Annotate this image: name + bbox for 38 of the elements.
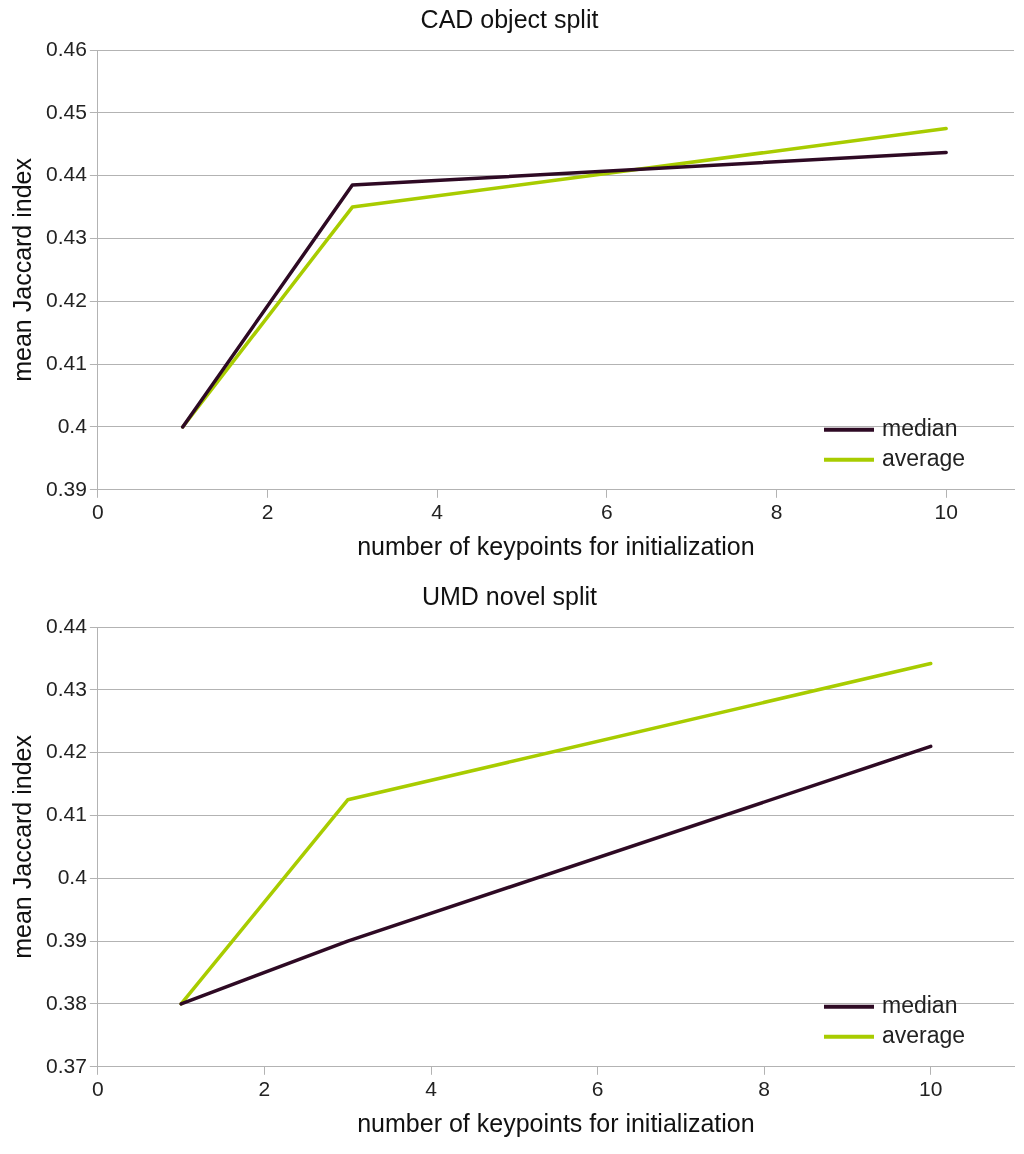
y-tick-label: 0.46 <box>46 36 87 60</box>
y-tick-label: 0.4 <box>57 865 88 889</box>
y-tick-label: 0.42 <box>46 288 87 312</box>
x-axis-title: number of keypoints for initialization <box>357 531 755 560</box>
x-tick-label: 8 <box>758 1077 770 1101</box>
chart-title: UMD novel split <box>421 581 598 610</box>
y-tick-label: 0.45 <box>46 99 87 123</box>
x-tick-label: 6 <box>600 500 613 524</box>
y-tick-label: 0.37 <box>46 1053 87 1077</box>
x-tick-label: 0 <box>92 1077 104 1101</box>
y-tick-label: 0.42 <box>46 739 87 763</box>
y-tick-label: 0.41 <box>46 350 87 374</box>
x-tick-label: 8 <box>770 500 783 524</box>
x-tick-label: 10 <box>919 1077 943 1101</box>
legend-label: average <box>882 445 966 472</box>
x-tick-label: 10 <box>934 500 958 524</box>
x-tick-label: 4 <box>431 500 444 524</box>
x-tick-label: 0 <box>92 500 104 524</box>
y-axis-title: mean Jaccard index <box>7 734 36 959</box>
y-tick-label: 0.44 <box>46 162 88 186</box>
legend-label: average <box>882 1022 966 1049</box>
x-axis-title: number of keypoints for initialization <box>357 1108 755 1137</box>
x-tick-label: 4 <box>425 1077 438 1101</box>
x-tick-label: 2 <box>258 1077 271 1101</box>
chart-title: CAD object split <box>420 4 599 33</box>
y-tick-label: 0.39 <box>46 476 87 500</box>
legend-label: median <box>882 992 958 1019</box>
y-tick-label: 0.4 <box>57 413 88 437</box>
legend-label: median <box>882 415 958 442</box>
y-tick-label: 0.38 <box>46 990 87 1014</box>
x-tick-label: 2 <box>261 500 274 524</box>
y-axis-title: mean Jaccard index <box>7 157 36 382</box>
y-tick-label: 0.39 <box>46 927 87 951</box>
y-tick-label: 0.43 <box>46 225 87 249</box>
x-tick-label: 6 <box>591 1077 604 1101</box>
y-tick-label: 0.44 <box>46 613 88 637</box>
y-tick-label: 0.41 <box>46 802 87 826</box>
y-tick-label: 0.43 <box>46 676 87 700</box>
